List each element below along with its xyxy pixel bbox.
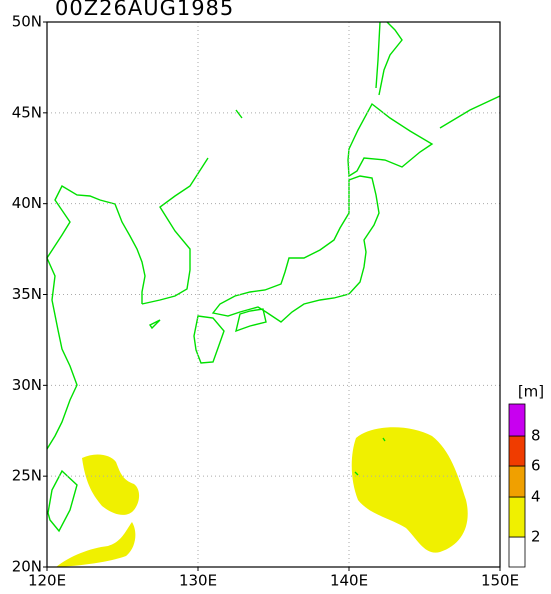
colorbar: [m] 2 4 6 8 (508, 383, 544, 568)
lat-tick-label: 25N (12, 467, 42, 485)
wave-areas (56, 427, 468, 567)
lat-tick-label: 35N (12, 285, 42, 303)
coastline (148, 95, 501, 476)
grid (47, 22, 500, 567)
lat-tick-label: 45N (12, 103, 42, 121)
colorbar-label: 2 (531, 528, 541, 546)
colorbar-label: 4 (531, 488, 541, 506)
colorbar-label: 6 (531, 457, 541, 475)
coastline (193, 315, 225, 364)
colorbar-box (508, 496, 526, 538)
lat-tick-label: 20N (12, 558, 42, 576)
lat-tick-label: 50N (12, 13, 42, 31)
coastline (375, 21, 403, 96)
coastlines (46, 21, 501, 533)
colorbar-box (508, 435, 526, 467)
colorbar-label: 8 (531, 427, 541, 445)
coastline (46, 185, 116, 450)
lon-tick-label: 140E (330, 572, 368, 590)
wave-area (56, 522, 136, 567)
colorbar-unit: [m] (518, 383, 544, 401)
title: 00Z26AUG1985 (55, 0, 234, 20)
coastline (347, 102, 434, 178)
coastline (235, 308, 267, 333)
lon-tick-label: 130E (179, 572, 217, 590)
wave-area (82, 454, 140, 515)
wave-area (351, 427, 468, 553)
coastline (47, 469, 78, 533)
coastline (211, 175, 380, 323)
lon-tick-label: 120E (28, 572, 66, 590)
colorbar-box (508, 403, 526, 437)
colorbar-box (508, 536, 526, 568)
lat-tick-label: 30N (12, 376, 42, 394)
coastline (114, 157, 209, 305)
lon-tick-label: 150E (481, 572, 519, 590)
lat-tick-label: 40N (12, 194, 42, 212)
colorbar-box (508, 465, 526, 498)
